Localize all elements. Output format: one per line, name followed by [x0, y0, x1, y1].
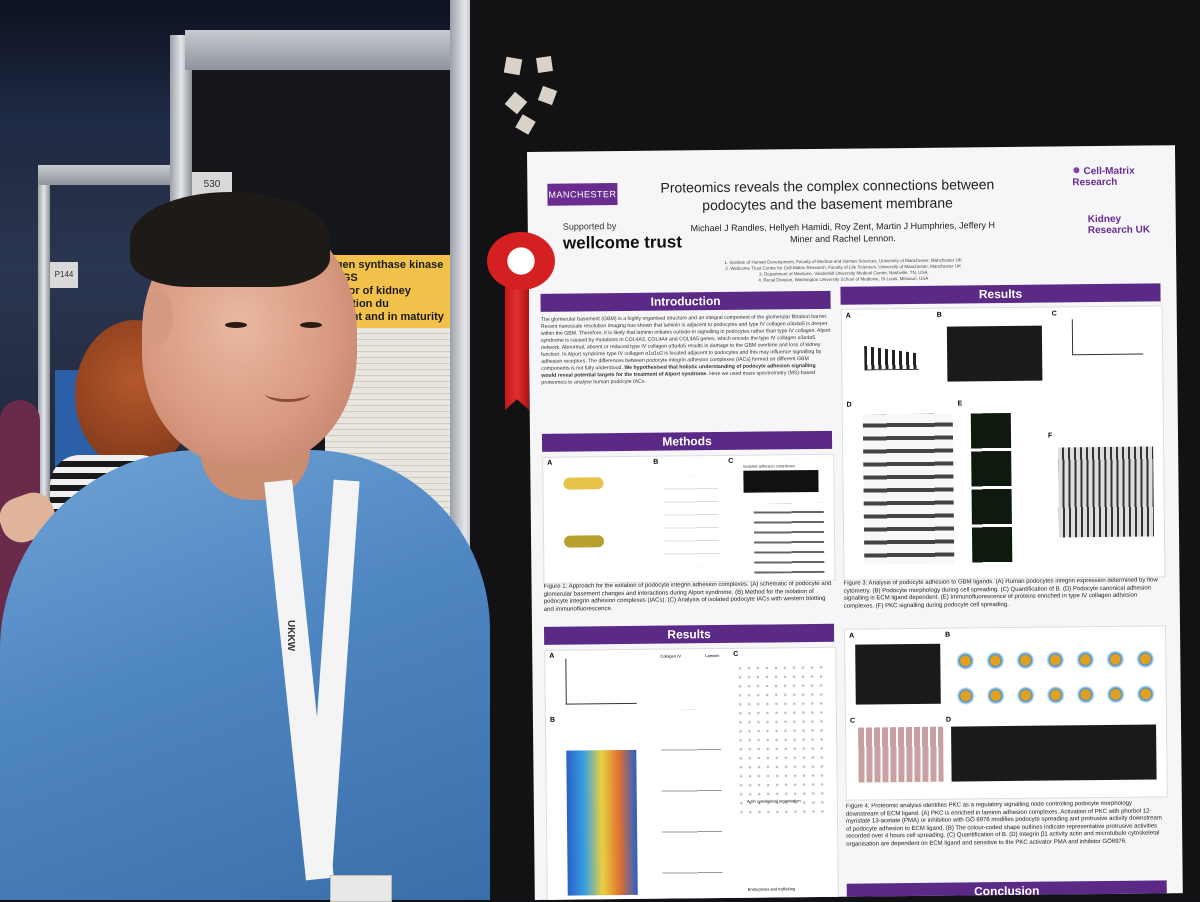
figure-1: A B C Isolated adhesion complexes [542, 453, 836, 584]
award-ribbon-tail [505, 275, 529, 410]
panel-label: A [845, 312, 851, 320]
poster-affiliations: 1. Institute of Human Development, Facul… [688, 257, 998, 284]
section-results-right: Results [840, 283, 1161, 305]
pin-note [503, 56, 523, 76]
cell-matrix-dots-icon: ● [1072, 161, 1081, 178]
figure-1-caption: Figure 1: Approach for the isolation of … [543, 580, 832, 613]
panel-label: B [653, 458, 659, 466]
manchester-logo: MANCHESTER [547, 183, 618, 206]
shape-outlines [950, 641, 1161, 714]
panel-label: B [945, 631, 951, 639]
panel-label: D [846, 401, 852, 409]
figure-4-caption: Figure 4: Proteomic analysis identifies … [845, 800, 1162, 848]
immunofluorescence [970, 412, 1013, 564]
panel-label: B [936, 311, 942, 319]
spreading-curve [1071, 318, 1144, 356]
person-ear [143, 290, 173, 345]
lanyard-text: UKKW [285, 620, 296, 652]
panel-label: C [849, 717, 856, 725]
panel-label: F [1047, 432, 1053, 440]
frame-bar-top-left [38, 165, 178, 185]
person-smile [265, 385, 310, 402]
collagen-label: Collagen IV [660, 653, 681, 659]
methods-label: Isolated adhesion complexes [743, 463, 795, 469]
person-hair [130, 192, 330, 287]
quantification-chart [858, 726, 944, 783]
panel-label: A [849, 632, 855, 640]
poster-title: Proteomics reveals the complex connectio… [660, 176, 995, 214]
cell-matrix-logo: ● Cell-Matrix Research [1072, 161, 1152, 189]
person-eye [225, 322, 247, 328]
pkc-micrograph [855, 643, 941, 705]
network-label: Endocytosis and trafficking [747, 886, 796, 892]
integrin-bar-chart [864, 329, 919, 371]
figure-3-caption: Figure 3: Analysis of podocyte adhesion … [843, 577, 1158, 610]
figure-3: A B C D E F [840, 305, 1166, 581]
fluorescence-panel [743, 469, 819, 493]
award-rosette-icon [487, 232, 555, 290]
introduction-text: The glomerular basement (GBM) is a highl… [541, 314, 832, 417]
person-eye [300, 322, 322, 328]
schematic-cells [564, 535, 605, 548]
western-blot [753, 502, 825, 574]
pin-note [536, 56, 553, 73]
badge-holder [330, 875, 392, 902]
panel-label: E [957, 400, 963, 408]
pkc-blots [1058, 446, 1155, 538]
panel-label: D [945, 716, 952, 724]
laminin-label: Laminin [705, 653, 720, 659]
panel-label: B [549, 716, 556, 724]
figure-4: A B C D [844, 625, 1168, 801]
panel-label: C [728, 457, 734, 465]
section-introduction: Introduction [540, 290, 831, 312]
poster-authors: Michael J Randles, Hellyeh Hamidi, Roy Z… [690, 220, 996, 245]
neighbor-title-line-3: pment and in maturity [329, 311, 444, 323]
panel-label: C [733, 650, 739, 658]
schematic-flow [663, 476, 720, 567]
wellcome-logo: wellcome trust [562, 232, 683, 253]
research-poster: MANCHESTER Supported by wellcome trust ●… [527, 145, 1183, 900]
section-methods: Methods [541, 430, 833, 452]
panel-label: C [1051, 310, 1057, 318]
section-results-left: Results [543, 623, 835, 645]
panel-label: A [549, 652, 555, 660]
network-graph [735, 662, 827, 814]
frame-bar-top [185, 30, 460, 70]
signalling-blots [862, 413, 955, 565]
scatter-plot [565, 657, 637, 705]
panel-label: A [547, 459, 553, 467]
schematic-cells [563, 477, 604, 490]
cytoskeleton-images [951, 724, 1157, 782]
heatmap [566, 749, 638, 896]
line-profiles [660, 709, 723, 890]
cell-matrix-label: Cell-Matrix Research [1072, 165, 1135, 189]
kidney-research-logo: Kidney Research UK [1087, 213, 1151, 237]
supported-by-label: Supported by [562, 221, 617, 232]
spreading-micrographs [946, 325, 1043, 382]
person-shirt [0, 450, 490, 900]
figure-2: A B C Collagen IV Laminin Actin cytoskel… [544, 646, 839, 900]
network-label: Actin cytoskeletal organisation [746, 798, 801, 804]
poster-number-tag: P144 [50, 262, 78, 288]
